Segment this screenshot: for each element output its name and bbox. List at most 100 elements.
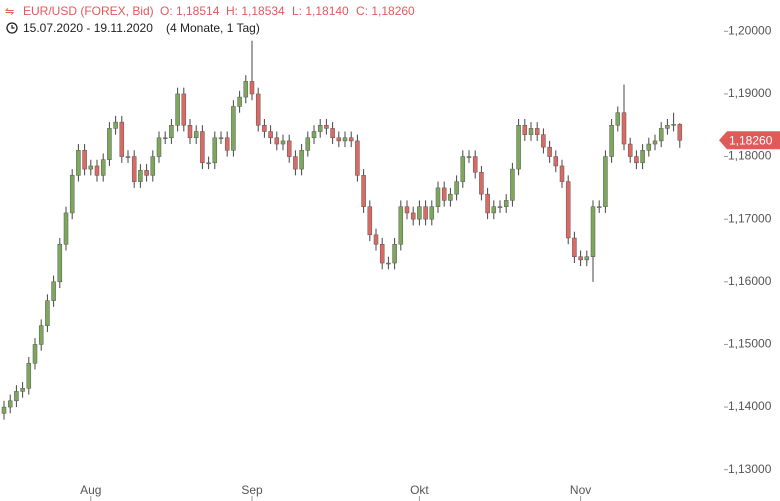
y-tick-label: 1,17000 [728,211,772,225]
candle-body [162,137,168,140]
candle-body [615,112,621,126]
candle-body [150,156,156,176]
candle-body [355,140,360,176]
candle-body [665,125,670,129]
x-tick-label: Nov [570,483,591,497]
candle-body [63,212,69,245]
candle-body [138,170,143,182]
candle-body [472,156,478,173]
candle-body [26,362,32,389]
candle-body [336,137,342,142]
y-tick-label: 1,20000 [728,23,772,37]
candle-body [466,156,472,158]
candle-body [441,187,447,201]
candle-body [516,125,521,170]
candle-body [193,131,199,139]
clock-hands [11,25,15,29]
candle-body [88,165,94,170]
candle-body [262,125,267,132]
candle-body [485,193,490,214]
x-tick-label: Sep [241,483,263,497]
candle-body [373,234,379,245]
candle-body [268,131,273,139]
candle-body [113,121,118,129]
open-value: O: 1,18514 [160,4,220,18]
candle-body [379,243,385,264]
high-value: H: 1,18534 [226,4,285,18]
candle-body [491,206,497,214]
candle-body [559,165,565,182]
y-tick-label: 1,13000 [728,462,772,476]
candle-body [627,143,633,157]
candle-body [386,262,391,265]
candle-body [218,137,224,140]
candle-body [417,206,422,220]
candle-body [404,206,410,214]
candle-body [224,137,230,151]
close-value: C: 1,18260 [356,4,415,18]
candle-body [200,131,205,164]
candle-body [503,200,509,207]
candle-body [311,131,317,139]
candle-body [243,81,249,98]
candle-body [175,93,180,126]
candle-body [435,187,441,207]
candle-body [299,150,304,170]
candle-body [1,406,7,414]
candle-body [528,128,534,135]
symbol: EUR/USD (FOREX, Bid) [23,4,154,18]
candle-body [398,206,404,245]
candle-body [119,121,125,157]
candle-body [187,125,193,139]
candle-body [280,140,286,145]
low-value: L: 1,18140 [292,4,349,18]
candle-body [677,124,683,141]
candle-body [479,171,484,195]
candle-body [584,256,590,261]
candle-body [100,159,106,176]
candle-body [634,156,639,164]
candle-body [38,325,44,345]
candle-body [274,137,280,145]
y-tick-label: 1,19000 [728,86,772,100]
last-price-tag [719,131,780,150]
candle-body [342,137,348,142]
candle-body [652,140,658,145]
candle-body [348,137,354,142]
x-tick-label: Aug [80,483,101,497]
candle-body [460,156,466,182]
y-tick-label: 1,14000 [728,399,772,413]
candle-body [169,125,174,139]
candle-body [231,106,236,151]
x-tick-label: Okt [410,483,429,497]
candle-body [94,165,100,176]
candle-body [361,175,366,207]
candle-body [448,193,453,201]
candle-body [497,206,503,208]
last-price-label: 1,18260 [729,133,773,147]
candle-body [565,181,571,239]
candle-body [596,206,602,208]
candle-body [429,206,435,220]
candle-body [534,128,540,135]
candle-body [392,243,397,264]
candle-body [107,128,112,160]
candle-body [454,181,459,195]
candle-body [76,150,81,176]
y-tick-label: 1,18000 [728,149,772,163]
candle-body [590,206,596,258]
candle-body [621,112,627,145]
candle-body [367,206,373,236]
candle-body [553,156,559,167]
candle-body [69,175,75,214]
y-tick-label: 1,15000 [728,337,772,351]
candle-body [51,281,56,301]
candle-body [423,206,428,220]
candle-body [578,256,583,261]
candle-body [510,168,515,201]
candle-body [293,156,298,170]
candle-body [305,137,311,151]
candle-body [286,140,292,157]
candle-body [640,150,645,164]
candle-body [82,150,87,170]
